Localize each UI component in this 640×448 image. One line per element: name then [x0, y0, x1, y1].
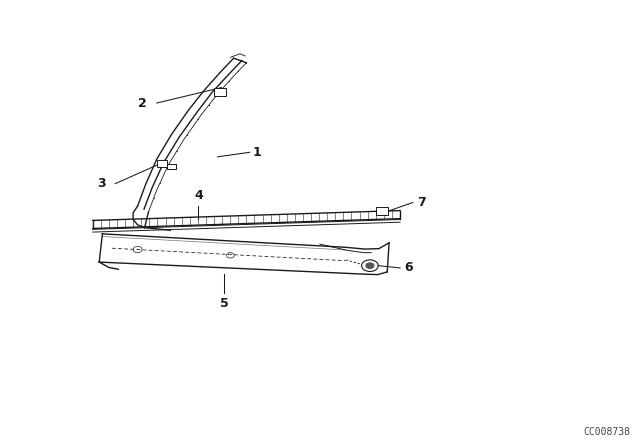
Text: CC008738: CC008738: [584, 427, 630, 437]
Text: 4: 4: [194, 190, 203, 202]
Bar: [376, 207, 388, 215]
Text: 6: 6: [404, 261, 413, 275]
Text: 7: 7: [417, 196, 426, 209]
Bar: [214, 87, 226, 95]
Text: 1: 1: [253, 146, 262, 159]
Circle shape: [366, 263, 374, 268]
Bar: [167, 164, 176, 169]
Text: 5: 5: [220, 297, 228, 310]
Text: 3: 3: [97, 177, 106, 190]
Bar: [157, 160, 167, 167]
Text: 2: 2: [138, 96, 147, 110]
